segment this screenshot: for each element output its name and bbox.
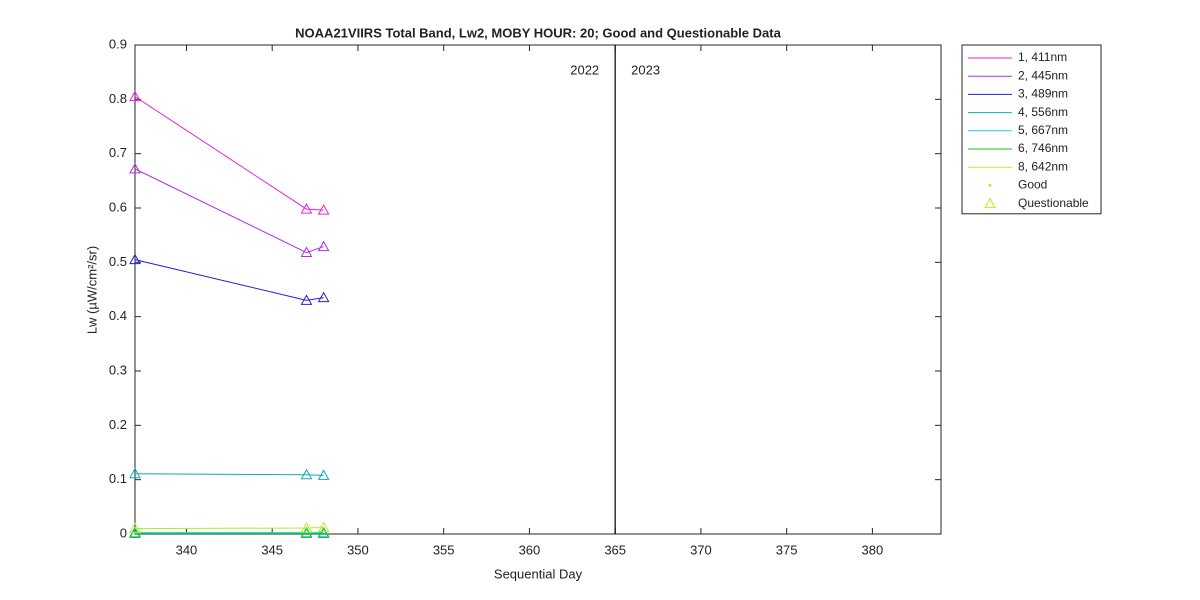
marker [300,246,313,258]
series-line [134,168,324,254]
x-tick-label: 365 [604,542,626,557]
x-tick-label: 340 [176,542,198,557]
marker [317,527,330,538]
marker [300,203,313,214]
x-tick-label: 375 [776,542,798,557]
x-tick-label: 380 [862,542,884,557]
x-tick-label: 355 [433,542,455,557]
x-axis-label: Sequential Day [494,566,583,581]
year-label: 2023 [631,62,660,77]
y-axis-label: Lw (µW/cm²/sr) [84,246,99,334]
marker [317,469,330,480]
plot-area [134,44,942,535]
x-tick-label: 350 [347,542,369,557]
series-line [134,526,324,530]
year-label: 2022 [570,62,599,77]
marker [129,90,141,102]
marker [300,527,313,538]
marker [300,294,313,305]
marker [317,521,330,532]
marker [129,522,141,534]
y-tick-label: 0 [120,525,127,540]
marker [317,291,330,303]
y-tick-label: 0.7 [109,145,127,160]
series-line [134,473,324,476]
y-tick-label: 0.6 [109,199,127,214]
marker [317,204,330,215]
y-tick-label: 0.2 [109,417,127,432]
x-tick-label: 360 [519,542,541,557]
legend-label: 1, 411nm [1018,50,1067,64]
marker [129,467,141,479]
y-tick-label: 0.8 [109,91,127,106]
legend-label: 6, 746nm [1018,141,1068,155]
y-tick-label: 0.3 [109,362,127,377]
legend-label: Good [1018,178,1047,192]
chart-title: NOAA21VIIRS Total Band, Lw2, MOBY HOUR: … [295,25,781,40]
legend-label: 3, 489nm [1018,87,1068,101]
legend-marker [988,183,992,187]
marker [129,162,141,174]
y-tick-label: 0.9 [109,36,127,51]
series-line [134,259,324,301]
y-tick-label: 0.4 [109,308,127,323]
legend-marker [984,197,996,209]
legend-label: Questionable [1018,196,1089,210]
legend-box [961,44,1102,215]
x-tick-label: 345 [261,542,283,557]
marker [129,526,141,537]
marker [317,240,330,252]
legend-label: 4, 556nm [1018,105,1068,119]
legend-label: 2, 445nm [1018,68,1068,82]
series-line [134,96,324,211]
y-tick-label: 0.5 [109,254,127,269]
marker [300,468,313,480]
x-tick-label: 370 [690,542,712,557]
marker [300,521,313,533]
legend-label: 5, 667nm [1018,123,1068,137]
legend-label: 8, 642nm [1018,159,1068,173]
y-tick-label: 0.1 [109,471,127,486]
marker [129,253,141,265]
